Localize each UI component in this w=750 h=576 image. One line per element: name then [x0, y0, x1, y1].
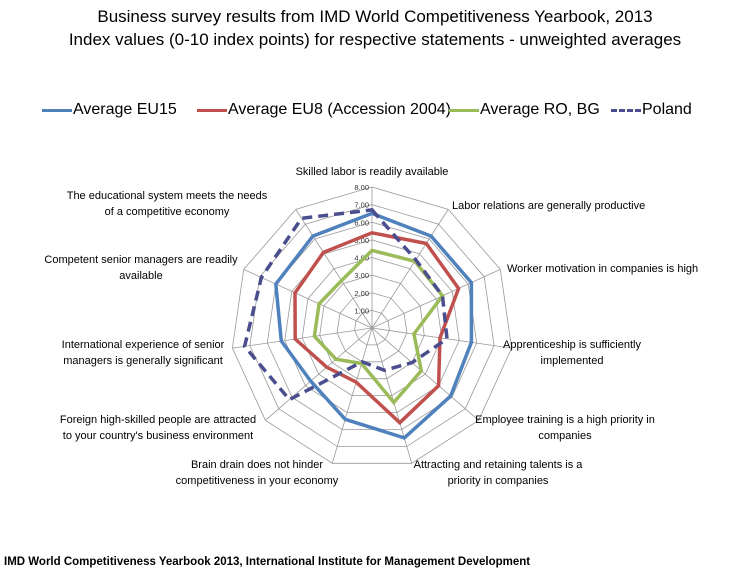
series-line-4	[242, 208, 449, 402]
axis-spoke	[331, 327, 373, 464]
legend-label: Average EU15	[73, 101, 177, 118]
tick-label: 1.00	[354, 306, 369, 315]
legend-label: Average EU8 (Accession 2004)	[228, 101, 451, 118]
category-label: Brain drain does not hinder competitivene…	[176, 459, 339, 487]
legend-swatch	[42, 109, 72, 112]
tick-label: 4.00	[354, 254, 369, 263]
axis-spoke	[371, 327, 479, 421]
axis-spoke	[295, 209, 373, 329]
tick-label: 3.00	[354, 271, 369, 280]
source-note: IMD World Competitiveness Yearbook 2013,…	[4, 556, 531, 568]
axis-spoke	[371, 327, 413, 464]
grid-ring	[231, 186, 513, 464]
legend-swatch	[611, 109, 641, 112]
category-label: Competent senior managers are readily ava…	[44, 254, 238, 282]
legend-label: Average RO, BG	[480, 101, 600, 118]
category-label: Skilled labor is readily available	[296, 166, 449, 178]
chart-title: Business survey results from IMD World C…	[97, 7, 653, 26]
tick-label: 6.00	[354, 218, 369, 227]
axis-spoke	[265, 327, 373, 421]
axis-spoke	[232, 327, 373, 349]
category-label: International experience of senior manage…	[62, 339, 225, 367]
grid-ring	[336, 292, 408, 363]
category-label: Worker motivation in companies is high	[507, 263, 698, 275]
legend-label: Poland	[642, 101, 692, 118]
axis-spoke	[371, 209, 449, 329]
series-line-1	[273, 211, 474, 440]
axis-spoke	[371, 269, 501, 329]
series-line-2	[293, 230, 461, 426]
legend-swatch	[197, 109, 227, 112]
category-label: Labor relations are generally productive	[452, 200, 645, 212]
legend-swatch	[449, 109, 479, 112]
grid-ring	[354, 309, 390, 346]
category-label: Attracting and retaining talents is a pri…	[414, 459, 584, 487]
chart-subtitle: Index values (0-10 index points) for res…	[68, 30, 682, 49]
axis-spoke	[243, 269, 373, 329]
axis-spoke	[371, 327, 512, 349]
tick-label: 7.00	[354, 201, 369, 210]
category-label: Apprenticeship is sufficiently implemente…	[503, 339, 641, 367]
tick-label: 2.00	[354, 289, 369, 298]
category-label: Foreign high-skilled people are attracte…	[60, 414, 256, 442]
category-label: The educational system meets the needs of…	[67, 190, 268, 218]
tick-label: 5.00	[354, 236, 369, 245]
grid-ring	[284, 239, 460, 414]
chart-legend: Average EU15 Average EU8 (Accession 2004)…	[0, 99, 750, 121]
category-label: Employee training is a high priority in c…	[475, 414, 655, 442]
tick-label: 8.00	[354, 183, 369, 192]
